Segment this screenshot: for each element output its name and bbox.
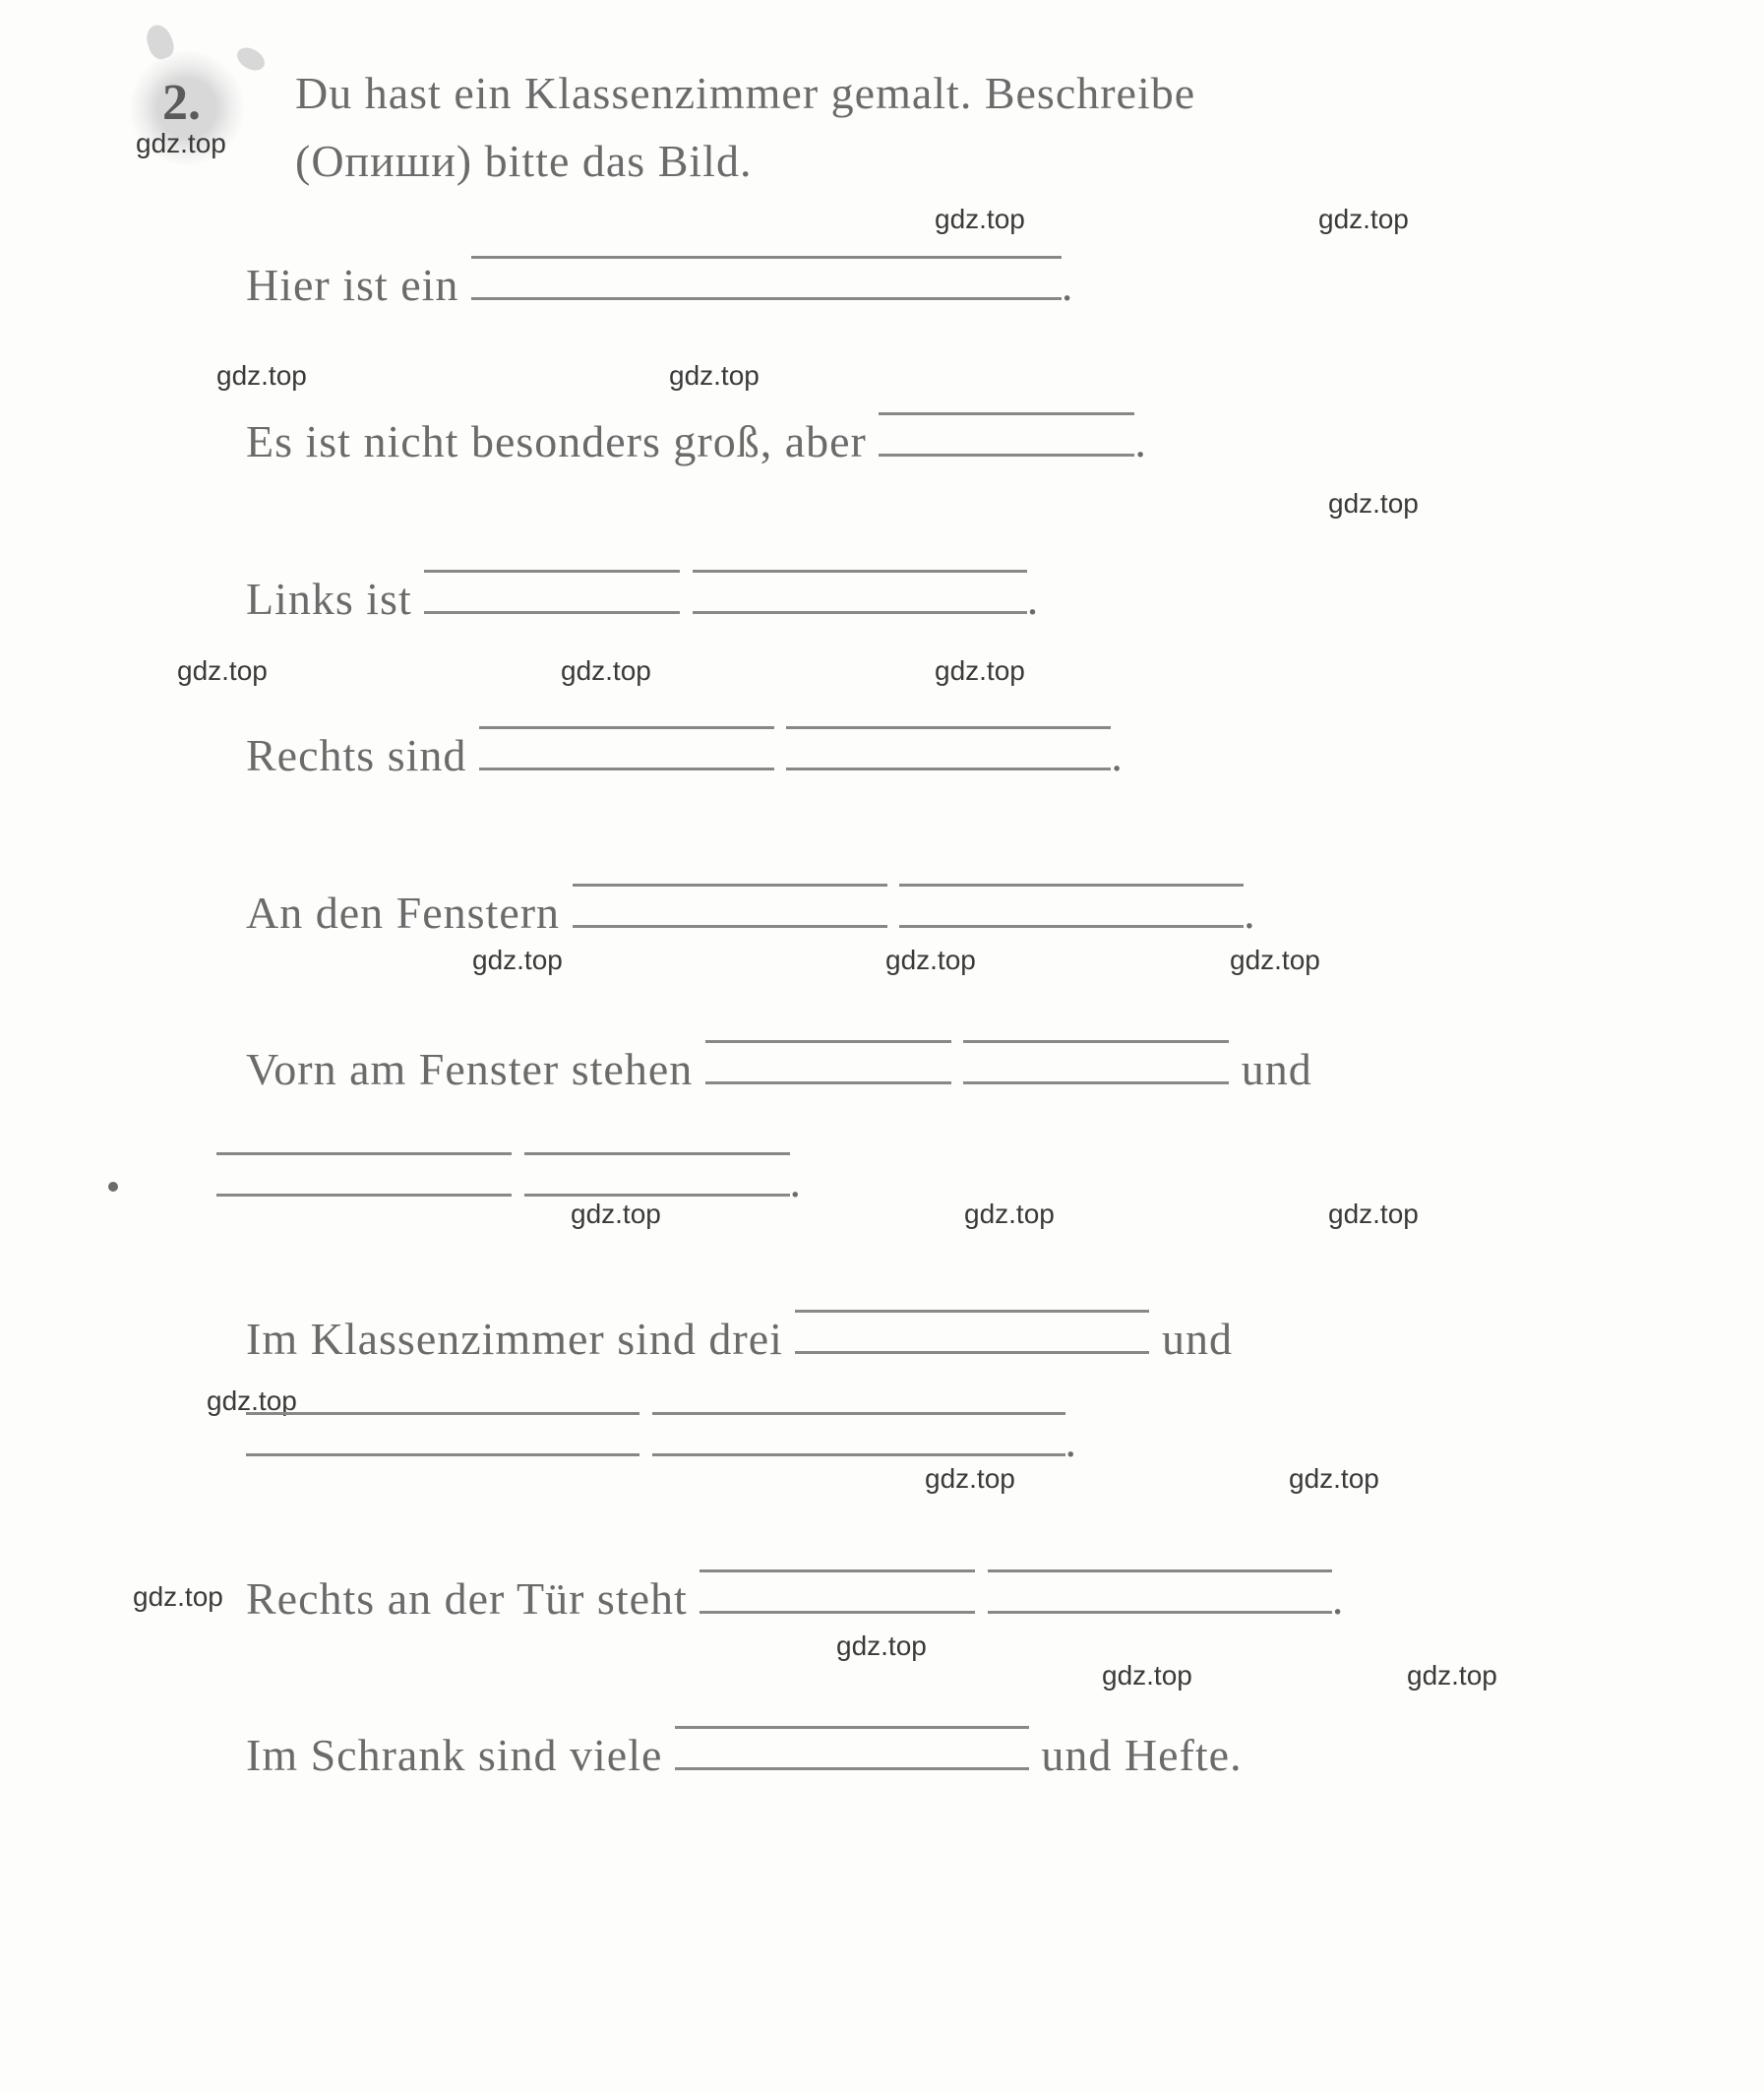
watermark: gdz.top <box>1318 200 1409 238</box>
ink-splat: 2. gdz.top <box>118 39 256 177</box>
watermark: gdz.top <box>885 941 976 979</box>
fill-line-6b: . gdz.top gdz.top gdz.top <box>246 1150 1675 1213</box>
text: und <box>1229 1044 1312 1094</box>
watermark: gdz.top <box>925 1459 1015 1498</box>
blank[interactable] <box>573 918 887 928</box>
exercise-body: Hier ist ein . gdz.top gdz.top Es ist ni… <box>118 254 1675 1787</box>
fill-line-7: Im Klassenzimmer sind drei und gdz.top <box>246 1308 1675 1371</box>
text: Links ist <box>246 574 424 624</box>
blank[interactable] <box>963 1075 1229 1084</box>
watermark: gdz.top <box>472 941 563 979</box>
watermark: gdz.top <box>1407 1656 1497 1694</box>
blank[interactable] <box>424 604 680 614</box>
fill-line-9: Im Schrank sind viele und Hefte. <box>246 1724 1675 1787</box>
text: Im Klassenzimmer sind drei <box>246 1314 795 1364</box>
watermark: gdz.top <box>964 1195 1055 1233</box>
exercise-number: 2. <box>162 74 201 132</box>
blank[interactable] <box>786 761 1111 770</box>
fill-line-1: Hier ist ein . gdz.top gdz.top <box>246 254 1675 317</box>
blank[interactable] <box>652 1446 1065 1456</box>
text: Im Schrank sind viele <box>246 1730 675 1780</box>
blank[interactable] <box>675 1760 1029 1770</box>
watermark: gdz.top <box>935 200 1025 238</box>
fill-line-4: Rechts sind . <box>246 724 1675 787</box>
blank[interactable] <box>479 761 774 770</box>
watermark: gdz.top <box>669 356 760 395</box>
watermark: gdz.top <box>1328 1195 1419 1233</box>
watermark: gdz.top <box>216 356 307 395</box>
watermark: gdz.top <box>836 1627 927 1665</box>
fill-line-3: Links ist . gdz.top gdz.top gdz.top <box>246 568 1675 631</box>
text: und <box>1149 1314 1233 1364</box>
text: Hier ist ein <box>246 260 471 310</box>
instruction-line-1: Du hast ein Klassenzimmer gemalt. Beschr… <box>295 68 1195 118</box>
instruction-line-2: (Опиши) bitte das Bild. <box>295 136 752 186</box>
blank[interactable] <box>705 1075 951 1084</box>
bullet-dot <box>108 1182 118 1192</box>
blank[interactable] <box>700 1604 975 1614</box>
watermark: gdz.top <box>177 651 268 690</box>
watermark: gdz.top <box>136 128 226 159</box>
text: Rechts an der Tür steht <box>246 1573 700 1624</box>
watermark: gdz.top <box>935 651 1025 690</box>
watermark: gdz.top <box>133 1577 223 1616</box>
watermark: gdz.top <box>571 1195 661 1233</box>
blank[interactable] <box>795 1344 1149 1354</box>
fill-line-6: Vorn am Fenster stehen und <box>246 1038 1675 1101</box>
exercise-instruction: Du hast ein Klassenzimmer gemalt. Beschr… <box>295 59 1195 195</box>
fill-line-7b: . gdz.top gdz.top <box>246 1410 1675 1473</box>
watermark: gdz.top <box>1102 1656 1192 1694</box>
text: Rechts sind <box>246 730 479 780</box>
blank[interactable] <box>988 1604 1332 1614</box>
blank[interactable] <box>879 447 1134 457</box>
text: An den Fenstern <box>246 888 573 938</box>
exercise-header: 2. gdz.top Du hast ein Klassenzimmer gem… <box>118 59 1675 195</box>
watermark: gdz.top <box>561 651 651 690</box>
blank[interactable] <box>246 1446 639 1456</box>
watermark: gdz.top <box>1328 484 1419 523</box>
text: und Hefte. <box>1029 1730 1243 1780</box>
watermark: gdz.top <box>1230 941 1320 979</box>
fill-line-5: An den Fenstern . gdz.top gdz.top gdz.to… <box>246 882 1675 945</box>
text: Vorn am Fenster stehen <box>246 1044 705 1094</box>
text: Es ist nicht besonders groß, aber <box>246 416 879 466</box>
blank[interactable] <box>693 604 1027 614</box>
blank[interactable] <box>216 1187 512 1197</box>
fill-line-2: Es ist nicht besonders groß, aber . gdz.… <box>246 410 1675 473</box>
fill-line-8: Rechts an der Tür steht . gdz.top gdz.to… <box>246 1568 1675 1630</box>
blank[interactable] <box>471 290 1062 300</box>
blank[interactable] <box>899 918 1244 928</box>
watermark: gdz.top <box>1289 1459 1379 1498</box>
